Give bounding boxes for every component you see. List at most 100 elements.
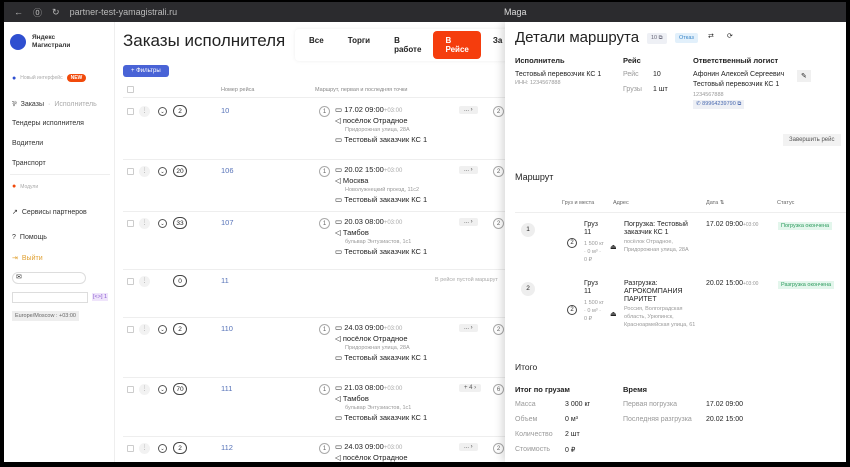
logo[interactable]: Яндекс Магистрали xyxy=(10,34,70,50)
refresh-icon[interactable]: ⟳ xyxy=(727,33,733,40)
more-points-button[interactable]: ... › xyxy=(459,166,478,174)
trip-value: 10 xyxy=(653,71,661,78)
sidebar-item-drivers[interactable]: Водители xyxy=(12,140,44,147)
new-ui-toggle[interactable]: ● Новый интерфейс NEW xyxy=(12,74,87,82)
sidebar-item-modules[interactable]: ● Модули xyxy=(12,183,38,190)
email-field[interactable]: ✉ xyxy=(12,272,86,284)
trip-number-link[interactable]: 107 xyxy=(221,218,234,227)
time-value: 20.02 15:00 xyxy=(706,416,743,423)
label: Исполнитель xyxy=(54,101,97,108)
sidebar-item-help[interactable]: ? Помощь xyxy=(12,234,47,241)
more-icon[interactable]: ⋮ xyxy=(139,106,150,117)
stop-date: 17.02 09:00 xyxy=(706,221,743,228)
date: 17.02 09:00 xyxy=(344,105,384,114)
panel-title: Детали маршрута xyxy=(515,29,640,46)
cargo-name: Груз 11 xyxy=(584,221,598,236)
more-points-button[interactable]: ... › xyxy=(459,324,478,332)
table-row[interactable]: ⋮ ⌄ 2 112 1 ▭ 24.03 09:00+03:00 ◁ посёлок От… xyxy=(123,437,505,462)
trip-number-link[interactable]: 106 xyxy=(221,166,234,175)
link-icon[interactable]: ⇄ xyxy=(708,33,714,40)
tag: [<>] 1 xyxy=(92,293,109,301)
url-bar[interactable]: partner-test-yamagistrali.ru xyxy=(69,7,178,17)
chevron-down-icon[interactable]: ⌄ xyxy=(158,444,167,453)
logout-button[interactable]: ⇥ Выйти xyxy=(12,254,43,263)
route-title: Маршрут xyxy=(515,172,554,182)
route-first-point: ▭ 21.03 08:00+03:00 ◁ Тамбов бульвар Энт… xyxy=(335,383,427,423)
row-checkbox[interactable] xyxy=(127,386,134,393)
more-points-button[interactable]: ... › xyxy=(459,443,478,451)
trip-number-link[interactable]: 110 xyxy=(221,324,233,333)
trip-number-link[interactable]: 111 xyxy=(221,384,233,393)
more-icon[interactable]: ⋮ xyxy=(139,166,150,177)
chevron-down-icon[interactable]: ⌄ xyxy=(158,167,167,176)
tab[interactable]: За xyxy=(492,36,503,45)
phone-chip[interactable]: ✆ 89964239790 ⧉ xyxy=(693,100,745,109)
stop-number: 2 xyxy=(521,282,535,296)
row-checkbox[interactable] xyxy=(127,445,134,452)
row-checkbox[interactable] xyxy=(127,326,134,333)
edit-icon[interactable]: ✎ xyxy=(797,70,811,82)
trip-number-link[interactable]: 112 xyxy=(221,443,233,452)
row-checkbox[interactable] xyxy=(127,108,134,115)
sort-icon[interactable]: ⇅ xyxy=(719,200,725,206)
sidebar-item-partners[interactable]: ↗ Сервисы партнеров xyxy=(12,208,87,217)
tab[interactable]: В работе xyxy=(394,36,422,54)
more-icon[interactable]: ⋮ xyxy=(139,324,150,335)
orders-list: Заказы исполнителя Все Торги В работе В Рей… xyxy=(115,22,517,462)
select-all-checkbox[interactable] xyxy=(127,86,134,93)
window-title: Maga xyxy=(504,7,527,17)
table-row[interactable]: ⋮ ⌄ 20 106 1 ▭ 20.02 15:00+03:00 ◁ Москва Но… xyxy=(123,160,505,212)
row-checkbox[interactable] xyxy=(127,168,134,175)
trip-badge[interactable]: 10 ⧉ xyxy=(647,33,667,44)
external-link-icon: ↗ xyxy=(12,209,18,216)
point-number: 1 xyxy=(319,443,330,454)
timezone[interactable]: Europe/Moscow : +03:00 xyxy=(12,311,79,321)
tab[interactable]: Все xyxy=(309,36,324,45)
last-point-number: 2 xyxy=(493,106,504,117)
back-icon[interactable]: ← xyxy=(14,7,23,17)
table-row[interactable]: ⋮ ⌄ 33 107 1 ▭ 20.03 08:00+03:00 ◁ Тамбов бу… xyxy=(123,212,505,270)
label: Фильтры xyxy=(136,68,161,74)
more-icon[interactable]: ⋮ xyxy=(139,276,150,287)
sidebar-item-orders[interactable]: ⅌ Заказы · Исполнитель xyxy=(12,101,97,108)
total-value: 2 шт xyxy=(565,431,580,438)
more-points-button[interactable]: ... › xyxy=(459,106,478,114)
label: Выйти xyxy=(21,254,43,262)
chevron-down-icon[interactable]: ⌄ xyxy=(158,219,167,228)
trip-number-link[interactable]: 11 xyxy=(221,276,229,285)
trip-number-link[interactable]: 10 xyxy=(221,106,230,115)
sidebar-item-tenders[interactable]: Тендеры исполнителя xyxy=(12,120,84,127)
finish-trip-button[interactable]: Завершить рейс xyxy=(783,134,841,146)
row-checkbox[interactable] xyxy=(127,278,134,285)
table-row[interactable]: ⋮ ⌄ 2 110 1 ▭ 24.03 09:00+03:00 ◁ посёлок От… xyxy=(123,318,505,378)
stop-status-badge: Погрузка окончена xyxy=(778,222,833,230)
chevron-down-icon[interactable]: ⌄ xyxy=(158,325,167,334)
shield-icon[interactable]: ⓪ xyxy=(33,7,43,18)
brand: Магистрали xyxy=(32,42,71,49)
text-input[interactable] xyxy=(12,292,88,303)
tab[interactable]: Торги xyxy=(347,36,371,45)
column-header: Маршрут, первая и последняя точки xyxy=(315,87,408,93)
more-points-button[interactable]: + 4 › xyxy=(459,384,482,392)
table-row[interactable]: ⋮ 0 11 В рейсе пустой маршрут xyxy=(123,270,505,318)
chevron-down-icon[interactable]: ⌄ xyxy=(158,385,167,394)
count-badge: 33 xyxy=(173,217,187,229)
reload-icon[interactable]: ↻ xyxy=(52,6,60,17)
stop-number: 1 xyxy=(521,223,535,237)
more-icon[interactable]: ⋮ xyxy=(139,218,150,229)
more-points-button[interactable]: ... › xyxy=(459,218,478,226)
row-checkbox[interactable] xyxy=(127,220,134,227)
chevron-down-icon[interactable]: ⌄ xyxy=(158,107,167,116)
sidebar-item-transport[interactable]: Транспорт xyxy=(12,160,46,167)
table-row[interactable]: ⋮ ⌄ 2 10 1 ▭ 17.02 09:00+03:00 ◁ посёлок Отр… xyxy=(123,100,505,160)
folder-icon: ▭ xyxy=(335,135,343,144)
table-row[interactable]: ⋮ ⌄ 70 111 1 ▭ 21.03 08:00+03:00 ◁ Тамбов бу… xyxy=(123,378,505,437)
more-icon[interactable]: ⋮ xyxy=(139,384,150,395)
load-icon: ⏏ xyxy=(610,244,617,251)
more-icon[interactable]: ⋮ xyxy=(139,443,150,454)
filters-button[interactable]: + Фильтры xyxy=(123,65,169,77)
cargo-details: 1 500 кг · 0 м³ · 0 ₽ xyxy=(584,300,604,322)
tabs: Все Торги В работе В Рейсе За xyxy=(295,29,517,61)
tab[interactable]: В Рейсе xyxy=(433,31,481,59)
logist-company: Тестовый перевозчик КС 1 xyxy=(693,81,780,88)
